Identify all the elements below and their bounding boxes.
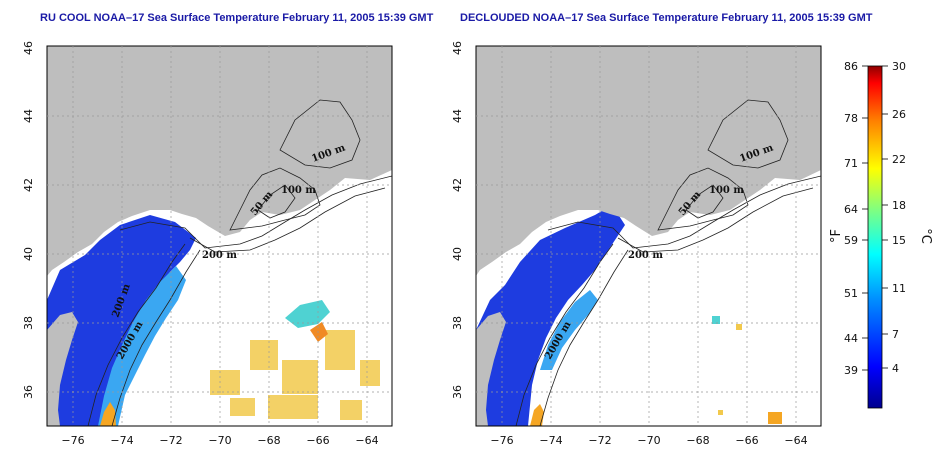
colorbar-f-tick-label: 51	[844, 287, 858, 300]
right-contour-label-200m: 200 m	[628, 250, 663, 261]
right-contour-label-100m-south: 100 m	[709, 185, 744, 196]
right-y-tick-label: 44	[451, 109, 464, 123]
colorbar-c-tick-label: 7	[892, 328, 899, 341]
left-y-tick-label: 36	[22, 385, 35, 399]
colorbar-f-tick-label: 86	[844, 60, 858, 73]
right-x-tick-label: −64	[784, 434, 807, 447]
right-x-tick-label: −74	[539, 434, 562, 447]
left-x-tick-label: −72	[159, 434, 182, 447]
colorbar-c-tick-label: 4	[892, 362, 899, 375]
left-sst-eddy-warm	[310, 322, 328, 342]
right-y-tick-label: 42	[451, 178, 464, 192]
left-sst-eddy-cool	[285, 300, 330, 328]
colorbar-f-tick-label: 64	[844, 203, 858, 216]
colorbar-gradient	[867, 65, 883, 409]
left-x-tick-label: −64	[355, 434, 378, 447]
right-bathymetry-contours	[515, 99, 821, 426]
left-x-tick-label: −66	[306, 434, 329, 447]
right-y-tick-label: 40	[451, 247, 464, 261]
colorbar-c-tick-label: 18	[892, 199, 906, 212]
colorbar-f-tick-label: 78	[844, 112, 858, 125]
colorbar-fahrenheit-ticks	[862, 65, 868, 371]
left-y-tick-label: 38	[22, 316, 35, 330]
left-sst-offshore-warm	[210, 330, 380, 420]
colorbar-celsius-ticks	[882, 65, 888, 369]
right-x-tick-label: −66	[735, 434, 758, 447]
left-y-tick-label: 40	[22, 247, 35, 261]
right-panel-title: DECLOUDED NOAA–17 Sea Surface Temperatur…	[460, 12, 873, 24]
right-x-tick-label: −76	[490, 434, 513, 447]
colorbar-f-tick-label: 59	[844, 234, 858, 247]
right-x-tick-label: −68	[686, 434, 709, 447]
colorbar-f-tick-label: 39	[844, 364, 858, 377]
left-bathymetry-contours	[87, 99, 392, 426]
temperature-colorbar: 86 78 71 64 59 51 44 39 30 26 22 18 15 1…	[829, 60, 933, 409]
left-x-tick-label: −70	[208, 434, 231, 447]
left-panel-title: RU COOL NOAA–17 Sea Surface Temperature …	[40, 12, 434, 24]
right-map-panel: 50 m 100 m 100 m 200 m 2000 m −76 −74 −7…	[451, 41, 822, 447]
colorbar-c-tick-label: 26	[892, 108, 906, 121]
left-contour-label-200m-east: 200 m	[202, 250, 237, 261]
right-land-delmarva	[476, 312, 506, 426]
colorbar-c-tick-label: 30	[892, 60, 906, 73]
left-y-tick-label: 44	[22, 109, 35, 123]
right-x-tick-label: −70	[637, 434, 660, 447]
right-sst-coastal-cold	[476, 205, 625, 426]
right-x-tick-label: −72	[588, 434, 611, 447]
left-contour-label-100m-south: 100 m	[281, 185, 316, 196]
left-gridlines	[47, 46, 392, 426]
left-x-tick-label: −74	[110, 434, 133, 447]
colorbar-celsius-unit: °C	[918, 228, 933, 244]
right-y-tick-label: 38	[451, 316, 464, 330]
colorbar-f-tick-label: 71	[844, 157, 858, 170]
left-land-delmarva	[47, 312, 78, 426]
right-land	[476, 46, 821, 276]
right-map-frame	[475, 45, 822, 427]
colorbar-fahrenheit-unit: °F	[829, 229, 844, 243]
colorbar-c-tick-label: 11	[892, 282, 906, 295]
left-x-tick-label: −68	[257, 434, 280, 447]
left-map-panel: 50 m 100 m 100 m 200 m 200 m 2000 m −76 …	[22, 41, 393, 447]
left-sst-coastal-cold	[47, 215, 196, 426]
right-y-tick-label: 36	[451, 385, 464, 399]
left-sst-shelf-cool	[98, 266, 186, 426]
left-y-tick-label: 46	[22, 41, 35, 55]
colorbar-f-tick-label: 44	[844, 332, 858, 345]
left-x-tick-label: −76	[61, 434, 84, 447]
left-y-tick-label: 42	[22, 178, 35, 192]
right-y-tick-label: 46	[451, 41, 464, 55]
left-sst-gulf-stream-warm	[100, 402, 116, 426]
right-sst-offshore-scatter	[712, 316, 782, 424]
right-gridlines	[476, 46, 821, 426]
colorbar-c-tick-label: 15	[892, 234, 906, 247]
right-sst-shelf-cool	[540, 290, 598, 370]
left-land	[47, 46, 392, 276]
left-map-frame	[46, 45, 393, 427]
colorbar-c-tick-label: 22	[892, 153, 906, 166]
right-sst-gulf-stream-warm	[530, 404, 544, 426]
